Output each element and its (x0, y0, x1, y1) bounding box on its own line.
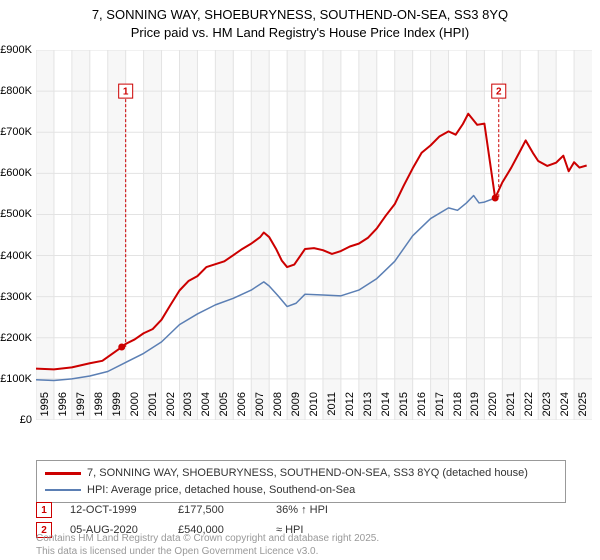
y-tick-label: £600K (0, 167, 32, 179)
svg-text:1: 1 (123, 86, 129, 97)
legend-item-hpi: HPI: Average price, detached house, Sout… (45, 482, 557, 499)
y-tick-label: £200K (0, 332, 32, 344)
legend-swatch-price-paid (45, 472, 81, 475)
x-tick-label: 2017 (434, 392, 446, 426)
title-line2: Price paid vs. HM Land Registry's House … (0, 24, 600, 42)
footer-line2: This data is licensed under the Open Gov… (36, 546, 379, 559)
legend-label-hpi: HPI: Average price, detached house, Sout… (87, 482, 355, 499)
x-tick-label: 2023 (541, 392, 553, 426)
y-tick-label: £100K (0, 373, 32, 385)
y-tick-label: £800K (0, 85, 32, 97)
annotation-date-1: 12-OCT-1999 (70, 504, 160, 516)
x-tick-label: 1996 (57, 392, 69, 426)
footer-line1: Contains HM Land Registry data © Crown c… (36, 533, 379, 546)
plot-svg: 12 (36, 50, 592, 420)
x-tick-label: 2009 (290, 392, 302, 426)
plot-area: 12 £0£100K£200K£300K£400K£500K£600K£700K… (36, 50, 592, 420)
y-tick-label: £900K (0, 44, 32, 56)
x-tick-label: 2008 (272, 392, 284, 426)
x-tick-label: 2003 (182, 392, 194, 426)
svg-text:2: 2 (496, 86, 502, 97)
x-tick-label: 2024 (559, 392, 571, 426)
chart-container: 7, SONNING WAY, SHOEBURYNESS, SOUTHEND-O… (0, 0, 600, 560)
x-tick-label: 2000 (129, 392, 141, 426)
x-tick-label: 2006 (236, 392, 248, 426)
y-tick-label: £0 (0, 414, 32, 426)
x-tick-label: 2002 (165, 392, 177, 426)
x-tick-label: 2019 (469, 392, 481, 426)
annotation-note-1: 36% ↑ HPI (276, 504, 328, 516)
x-tick-label: 2001 (147, 392, 159, 426)
legend: 7, SONNING WAY, SHOEBURYNESS, SOUTHEND-O… (36, 460, 566, 503)
x-tick-label: 2025 (577, 392, 589, 426)
x-tick-label: 2013 (362, 392, 374, 426)
x-tick-label: 1997 (75, 392, 87, 426)
y-tick-label: £400K (0, 250, 32, 262)
annotation-price-1: £177,500 (178, 504, 258, 516)
y-tick-label: £300K (0, 291, 32, 303)
x-tick-label: 1995 (39, 392, 51, 426)
x-tick-label: 1998 (93, 392, 105, 426)
x-tick-label: 2004 (200, 392, 212, 426)
x-tick-label: 2012 (344, 392, 356, 426)
x-tick-label: 2021 (505, 392, 517, 426)
x-tick-label: 1999 (111, 392, 123, 426)
annotation-marker-1: 1 (36, 502, 52, 518)
x-tick-label: 2005 (218, 392, 230, 426)
legend-label-price-paid: 7, SONNING WAY, SHOEBURYNESS, SOUTHEND-O… (87, 465, 528, 482)
y-tick-label: £500K (0, 208, 32, 220)
y-tick-label: £700K (0, 126, 32, 138)
x-tick-label: 2020 (487, 392, 499, 426)
chart-title: 7, SONNING WAY, SHOEBURYNESS, SOUTHEND-O… (0, 0, 600, 41)
x-tick-label: 2014 (380, 392, 392, 426)
x-tick-label: 2022 (523, 392, 535, 426)
title-line1: 7, SONNING WAY, SHOEBURYNESS, SOUTHEND-O… (0, 6, 600, 24)
x-tick-label: 2007 (254, 392, 266, 426)
x-tick-label: 2010 (308, 392, 320, 426)
annotation-row-1: 1 12-OCT-1999 £177,500 36% ↑ HPI (36, 502, 328, 518)
footer: Contains HM Land Registry data © Crown c… (36, 533, 379, 558)
x-tick-label: 2015 (398, 392, 410, 426)
legend-swatch-hpi (45, 489, 81, 491)
x-tick-label: 2016 (416, 392, 428, 426)
x-tick-label: 2011 (326, 392, 338, 426)
legend-item-price-paid: 7, SONNING WAY, SHOEBURYNESS, SOUTHEND-O… (45, 465, 557, 482)
x-tick-label: 2018 (452, 392, 464, 426)
